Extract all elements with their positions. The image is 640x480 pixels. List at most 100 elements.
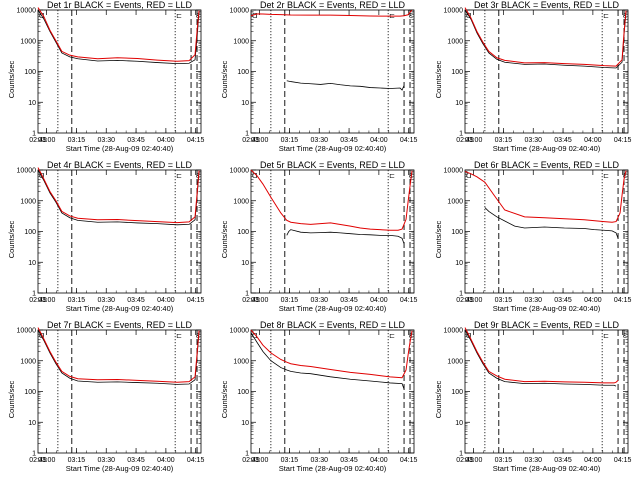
y-tick-label: 1 xyxy=(459,291,463,298)
detector-panel-9: Det 9r BLACK = Events, RED = LLD 1 10 100 10… xyxy=(434,320,632,473)
detector-panel-7: Det 7r BLACK = Events, RED = LLD 1 10 100 10… xyxy=(7,320,205,473)
detector-panel-4: Det 4r BLACK = Events, RED = LLD 1 10 100 10… xyxy=(7,160,205,313)
x-tick-label: 03:45 xyxy=(554,297,572,304)
y-tick-label: 10000 xyxy=(230,8,250,15)
detector-panel-8: Det 8r BLACK = Events, RED = LLD 1 10 100 10… xyxy=(220,320,418,473)
y-tick-label: 1000 xyxy=(20,38,36,45)
y-tick-label: 1 xyxy=(245,451,249,458)
x-tick-label: 03:30 xyxy=(97,297,115,304)
plot-frame xyxy=(250,9,415,134)
events-trace xyxy=(286,229,405,244)
x-axis-label: Start Time (28-Aug-09 02:40:40) xyxy=(279,464,387,473)
y-tick-label: 10000 xyxy=(444,328,464,335)
y-axis-label: Counts/sec xyxy=(434,380,443,418)
corner-symbol: ⊏ xyxy=(176,173,182,180)
x-axis-label: Start Time (28-Aug-09 02:40:40) xyxy=(66,304,174,313)
corner-symbol: ⊏ xyxy=(176,333,182,340)
detector-panel-5: Det 5r BLACK = Events, RED = LLD 1 10 100 10… xyxy=(220,160,418,313)
x-tick-label: 03:15 xyxy=(281,457,299,464)
x-tick-label: 03:00 xyxy=(38,297,56,304)
y-tick-label: 10000 xyxy=(17,328,37,335)
corner-symbol: ⊏ xyxy=(389,333,395,340)
x-axis-label: Start Time (28-Aug-09 02:40:40) xyxy=(66,464,174,473)
y-tick-label: 1 xyxy=(459,131,463,138)
y-tick-label: 100 xyxy=(237,69,249,76)
panel-title: Det 9r BLACK = Events, RED = LLD xyxy=(474,320,620,330)
x-tick-label: 02:45 xyxy=(29,457,47,464)
x-tick-label: 04:00 xyxy=(157,297,175,304)
y-tick-label: 100 xyxy=(237,229,249,236)
x-tick-label: 03:00 xyxy=(251,297,269,304)
lld-trace xyxy=(464,170,627,223)
panel-title: Det 7r BLACK = Events, RED = LLD xyxy=(47,320,193,330)
x-tick-label: 03:15 xyxy=(495,297,513,304)
y-tick-label: 100 xyxy=(24,69,36,76)
x-tick-label: 03:30 xyxy=(310,457,328,464)
x-tick-label: 02:45 xyxy=(29,137,47,144)
x-tick-label: 03:00 xyxy=(38,457,56,464)
x-tick-label: 04:15 xyxy=(187,297,205,304)
y-tick-label: 1 xyxy=(245,291,249,298)
x-tick-label: 03:00 xyxy=(38,137,56,144)
panel-title: Det 1r BLACK = Events, RED = LLD xyxy=(47,0,193,10)
plot-frame xyxy=(250,169,415,294)
x-tick-label: 04:00 xyxy=(584,137,602,144)
corner-symbol: ℇ xyxy=(623,333,627,340)
panel-title: Det 6r BLACK = Events, RED = LLD xyxy=(474,160,620,170)
corner-symbol: ℇ xyxy=(196,13,200,20)
x-tick-label: 04:15 xyxy=(614,297,632,304)
y-axis-label: Counts/sec xyxy=(434,220,443,258)
corner-symbol: ⊏ xyxy=(389,173,395,180)
x-tick-label: 02:45 xyxy=(456,137,474,144)
lld-trace xyxy=(464,327,619,384)
x-tick-label: 03:00 xyxy=(465,297,483,304)
x-tick-label: 04:15 xyxy=(614,457,632,464)
x-tick-label: 03:30 xyxy=(524,297,542,304)
x-axis-label: Start Time (28-Aug-09 02:40:40) xyxy=(279,304,387,313)
x-tick-label: 03:00 xyxy=(465,137,483,144)
corner-symbol: ℇ xyxy=(196,333,200,340)
lld-trace xyxy=(250,9,413,17)
y-tick-label: 10000 xyxy=(17,168,37,175)
y-tick-label: 1000 xyxy=(233,38,249,45)
x-axis-label: Start Time (28-Aug-09 02:40:40) xyxy=(66,144,174,153)
x-tick-label: 03:30 xyxy=(524,137,542,144)
detector-panel-6: Det 6r BLACK = Events, RED = LLD 1 10 100 10… xyxy=(434,160,632,313)
x-tick-label: 04:15 xyxy=(614,137,632,144)
corner-symbol: ᗡ xyxy=(466,173,471,180)
corner-symbol: ᗡ xyxy=(252,173,257,180)
y-axis-label: Counts/sec xyxy=(220,220,229,258)
plot-frame xyxy=(464,9,629,134)
x-tick-label: 03:30 xyxy=(310,297,328,304)
x-tick-label: 03:45 xyxy=(340,137,358,144)
lld-trace xyxy=(37,327,200,383)
y-tick-label: 10000 xyxy=(230,328,250,335)
x-axis-label: Start Time (28-Aug-09 02:40:40) xyxy=(279,144,387,153)
x-tick-label: 03:15 xyxy=(68,457,86,464)
y-tick-label: 1 xyxy=(32,291,36,298)
panel-title: Det 4r BLACK = Events, RED = LLD xyxy=(47,160,193,170)
x-tick-label: 04:15 xyxy=(400,297,418,304)
x-tick-label: 02:45 xyxy=(29,297,47,304)
y-tick-label: 1000 xyxy=(233,358,249,365)
y-tick-label: 10000 xyxy=(444,168,464,175)
x-tick-label: 04:00 xyxy=(370,457,388,464)
x-tick-label: 04:00 xyxy=(157,137,175,144)
y-tick-label: 100 xyxy=(451,389,463,396)
y-tick-label: 100 xyxy=(237,389,249,396)
x-axis-label: Start Time (28-Aug-09 02:40:40) xyxy=(493,464,601,473)
panel-title: Det 5r BLACK = Events, RED = LLD xyxy=(260,160,406,170)
x-tick-label: 04:00 xyxy=(157,457,175,464)
x-tick-label: 04:00 xyxy=(370,297,388,304)
events-trace xyxy=(37,169,200,226)
y-tick-label: 100 xyxy=(24,389,36,396)
y-tick-label: 10 xyxy=(455,260,463,267)
corner-symbol: ℇ xyxy=(623,13,627,20)
y-axis-label: Counts/sec xyxy=(7,380,16,418)
plot-frame xyxy=(37,9,202,134)
y-tick-label: 1000 xyxy=(20,358,36,365)
x-tick-label: 03:15 xyxy=(495,137,513,144)
y-tick-label: 1000 xyxy=(233,198,249,205)
x-tick-label: 03:15 xyxy=(281,297,299,304)
x-tick-label: 03:30 xyxy=(97,137,115,144)
